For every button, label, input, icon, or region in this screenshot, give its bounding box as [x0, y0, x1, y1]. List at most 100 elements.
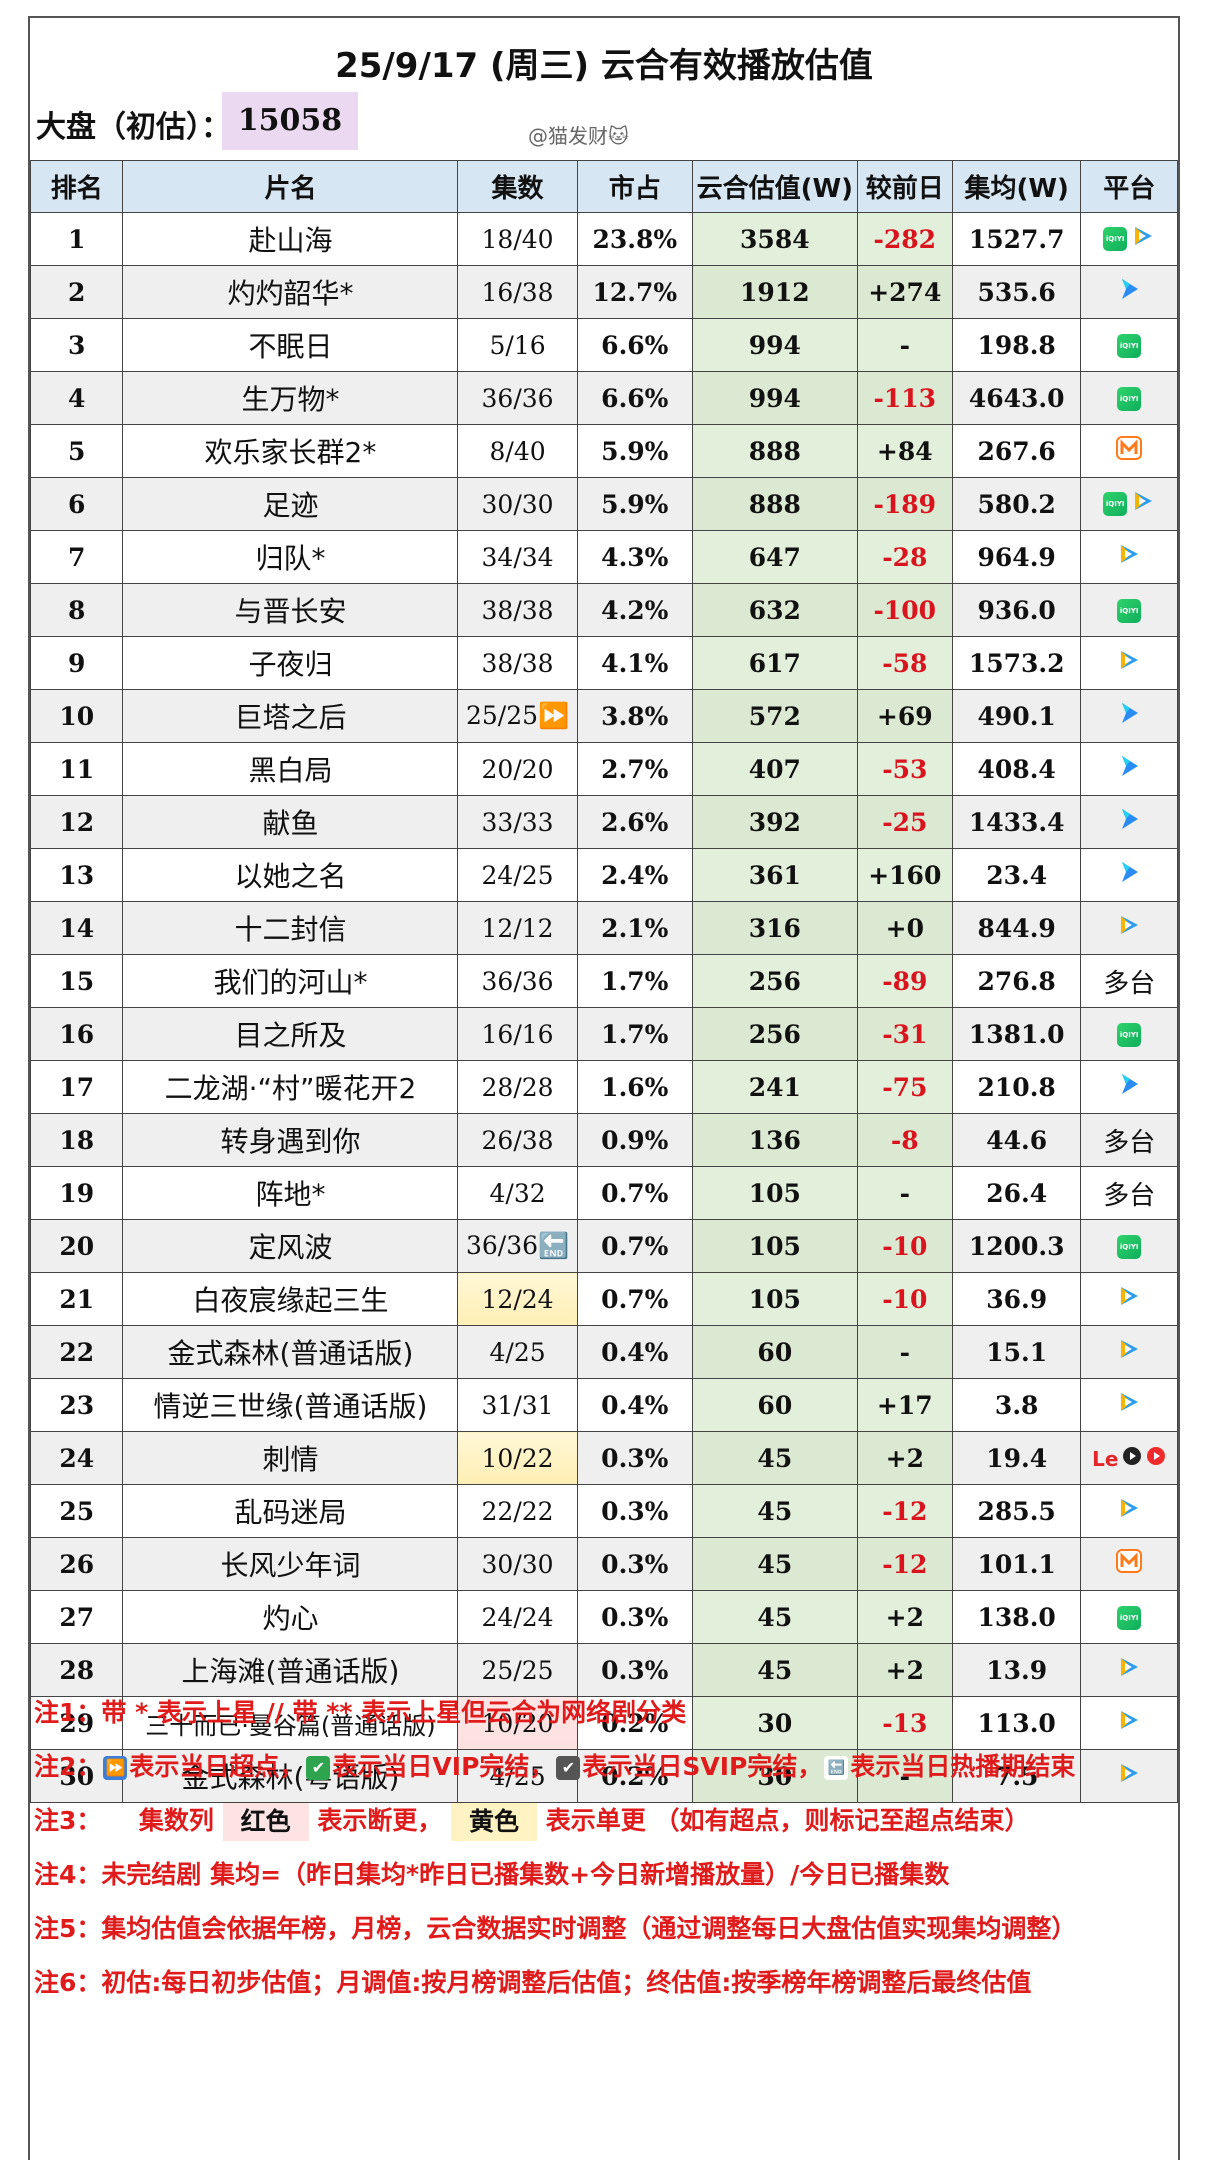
platform-cell: iQIYI [1080, 318, 1178, 372]
title-cell: 上海滩(普通话版) [122, 1643, 459, 1697]
change-cell: -10 [856, 1272, 953, 1326]
iqiyi-icon: iQIYI [1117, 598, 1142, 623]
avg-cell: 13.9 [951, 1643, 1082, 1697]
title-cell: 足迹 [122, 477, 459, 531]
fast-forward-icon: ⏩ [103, 1756, 128, 1780]
rank-cell: 11 [29, 742, 124, 796]
iqiyi-icon: iQIYI [1103, 492, 1128, 516]
rank-cell: 9 [29, 636, 124, 690]
estimate-cell: 45 [691, 1643, 858, 1697]
platform-cell [1080, 265, 1178, 319]
estimate-cell: 617 [691, 636, 858, 690]
avg-cell: 4643.0 [951, 371, 1082, 425]
share-cell: 4.2% [576, 583, 693, 637]
avg-cell: 44.6 [951, 1113, 1082, 1167]
avg-cell: 276.8 [951, 954, 1082, 1008]
note-3-prefix: 注3： [34, 1806, 102, 1835]
change-cell: +274 [856, 265, 953, 319]
change-cell: - [856, 318, 953, 372]
estimate-cell: 3584 [691, 212, 858, 266]
episodes-cell: 10/20 [457, 1696, 578, 1750]
change-cell: +84 [856, 424, 953, 478]
table-row: 4 生万物* 36/36 6.6% 994 -113 4643.0 iQIYI [29, 371, 1178, 425]
platform-cell [1080, 530, 1178, 584]
title-cell: 生万物* [122, 371, 459, 425]
note-2-b: 表示当日VIP完结， [332, 1752, 555, 1781]
platform-cell [1080, 689, 1178, 743]
share-cell: 0.7% [576, 1166, 693, 1220]
avg-cell: 3.8 [951, 1378, 1082, 1432]
title-cell: 定风波 [122, 1219, 459, 1273]
tencent-video-icon [1117, 1708, 1141, 1739]
platform-cell [1080, 1484, 1178, 1538]
episodes-cell: 25/25⏩ [457, 689, 578, 743]
episodes-cell: 18/40 [457, 212, 578, 266]
platform-cell [1080, 636, 1178, 690]
avg-cell: 844.9 [951, 901, 1082, 955]
table-row: 7 归队* 34/34 4.3% 647 -28 964.9 [29, 530, 1178, 584]
rank-cell: 27 [29, 1590, 124, 1644]
iqiyi-icon: iQIYI [1117, 1022, 1142, 1047]
episodes-cell: 20/20 [457, 742, 578, 796]
platform-cell: iQIYI [1080, 583, 1178, 637]
episodes-cell: 36/36 [457, 371, 578, 425]
rank-cell: 3 [29, 318, 124, 372]
title-cell: 金式森林(粤语版) [122, 1749, 459, 1803]
estimate-cell: 994 [691, 371, 858, 425]
estimate-cell: 361 [691, 848, 858, 902]
estimate-cell: 407 [691, 742, 858, 796]
title-cell: 十二封信 [122, 901, 459, 955]
estimate-cell: 105 [691, 1219, 858, 1273]
estimate-cell: 45 [691, 1431, 858, 1485]
platform-cell: iQIYI [1080, 1219, 1178, 1273]
estimate-cell: 647 [691, 530, 858, 584]
table-row: 6 足迹 30/30 5.9% 888 -189 580.2 iQIYI [29, 477, 1178, 531]
avg-cell: 1200.3 [951, 1219, 1082, 1273]
rank-cell: 21 [29, 1272, 124, 1326]
table-row: 21 白夜宸缘起三生 12/24 0.7% 105 -10 36.9 [29, 1272, 1178, 1326]
note-3-col: 集数列 [138, 1806, 214, 1835]
share-cell: 4.3% [576, 530, 693, 584]
change-cell: -10 [856, 1219, 953, 1273]
platform-cell [1080, 1272, 1178, 1326]
share-cell: 4.1% [576, 636, 693, 690]
rank-cell: 13 [29, 848, 124, 902]
platform-cell: iQIYI [1080, 212, 1178, 266]
change-cell: -89 [856, 954, 953, 1008]
iqiyi-icon: iQIYI [1117, 333, 1142, 358]
note-3-red-chip: 红色 [222, 1803, 309, 1841]
share-cell: 1.7% [576, 954, 693, 1008]
note-2: 注2： ⏩ 表示当日超点， ✔ 表示当日VIP完结， ✔ 表示当日SVIP完结， 🔚 表示当日热… [30, 1740, 1178, 1794]
change-cell: -31 [856, 1007, 953, 1061]
title-cell: 与晋长安 [122, 583, 459, 637]
platform-cell: iQIYI [1080, 477, 1178, 531]
share-cell: 0.3% [576, 1431, 693, 1485]
avg-cell: 936.0 [951, 583, 1082, 637]
table-row: 14 十二封信 12/12 2.1% 316 +0 844.9 [29, 901, 1178, 955]
play-circle-red-icon [1146, 1443, 1166, 1473]
title-cell: 转身遇到你 [122, 1113, 459, 1167]
share-cell: 6.6% [576, 371, 693, 425]
multi-platform-label: 多台 [1103, 968, 1156, 999]
table-row: 27 灼心 24/24 0.3% 45 +2 138.0 iQIYI [29, 1590, 1178, 1644]
estimate-cell: 45 [691, 1484, 858, 1538]
col-header-avg: 集均(W) [951, 160, 1082, 213]
platform-cell [1080, 1378, 1178, 1432]
title-cell: 金式森林(普通话版) [122, 1325, 459, 1379]
avg-cell: 1573.2 [951, 636, 1082, 690]
share-cell: 5.9% [576, 424, 693, 478]
dapan-label: 大盘（初估）： [36, 110, 231, 145]
notes-section: 注1：带 * 表示上星 // 带 ** 表示上星但云合为网络剧分类 注2： ⏩ 表示… [30, 1686, 1178, 2010]
episodes-cell: 12/24 [457, 1272, 578, 1326]
iqiyi-icon: iQIYI [1117, 386, 1142, 411]
platform-cell [1080, 901, 1178, 955]
change-cell: -25 [856, 795, 953, 849]
change-cell: -113 [856, 371, 953, 425]
avg-cell: 580.2 [951, 477, 1082, 531]
title-cell: 白夜宸缘起三生 [122, 1272, 459, 1326]
episodes-cell: 4/25 [457, 1749, 578, 1803]
change-cell: -282 [856, 212, 953, 266]
avg-cell: 1527.7 [951, 212, 1082, 266]
rank-cell: 23 [29, 1378, 124, 1432]
rank-cell: 29 [29, 1696, 124, 1750]
